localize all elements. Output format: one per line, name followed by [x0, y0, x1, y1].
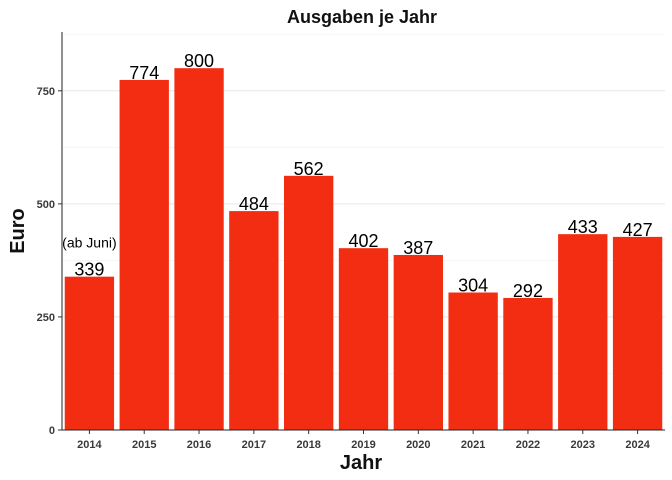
- y-tick-label-0: 0: [49, 425, 55, 437]
- x-tick-label-2016: 2016: [187, 439, 211, 451]
- bar-2014: [64, 276, 115, 430]
- data-label-2022: 292: [513, 281, 543, 301]
- bar-2023: [558, 234, 608, 430]
- chart-title: Ausgaben je Jahr: [287, 7, 437, 27]
- data-label-2017: 484: [239, 194, 269, 214]
- y-tick-label-500: 500: [37, 199, 55, 211]
- y-tick-label-750: 750: [37, 86, 55, 98]
- y-tick-label-250: 250: [37, 312, 55, 324]
- data-labels: 339 774 800 484 562 402 387 304 292 433 427 (ab Jun…: [62, 51, 652, 301]
- x-tick-label-2017: 2017: [242, 439, 266, 451]
- x-tick-label-2024: 2024: [625, 439, 650, 451]
- x-tick-label-2014: 2014: [77, 439, 102, 451]
- bar-2021: [448, 292, 498, 430]
- x-tick-label-2019: 2019: [351, 439, 375, 451]
- data-label-2018: 562: [294, 159, 324, 179]
- data-label-2024: 427: [623, 220, 653, 240]
- data-label-2016: 800: [184, 51, 214, 71]
- x-tick-label-2023: 2023: [571, 439, 595, 451]
- x-tick-label-2018: 2018: [296, 439, 320, 451]
- ticks: 2014 2015 2016 2017 2018 2019 2020 2021 2022 2023…: [37, 86, 651, 451]
- bar-2018: [284, 175, 334, 430]
- x-tick-label-2020: 2020: [406, 439, 430, 451]
- bar-2022: [503, 297, 553, 430]
- bar-2020: [393, 254, 443, 430]
- x-tick-label-2022: 2022: [516, 439, 540, 451]
- bar-2016: [174, 68, 224, 430]
- x-tick-label-2015: 2015: [132, 439, 156, 451]
- bar-2019: [338, 248, 389, 430]
- data-label-2020: 387: [403, 238, 433, 258]
- bars: [64, 68, 663, 430]
- annotation-2014: (ab Juni): [62, 235, 116, 251]
- bar-2017: [229, 211, 279, 430]
- data-label-2019: 402: [348, 231, 378, 251]
- y-axis-title: Euro: [7, 208, 29, 254]
- data-label-2021: 304: [458, 276, 488, 296]
- x-tick-label-2021: 2021: [461, 439, 485, 451]
- x-axis-title: Jahr: [340, 452, 382, 474]
- bar-2024: [612, 236, 663, 430]
- data-label-2015: 774: [129, 63, 159, 83]
- bar-2015: [119, 79, 169, 430]
- data-label-2023: 433: [568, 217, 598, 237]
- data-label-2014: 339: [74, 260, 104, 280]
